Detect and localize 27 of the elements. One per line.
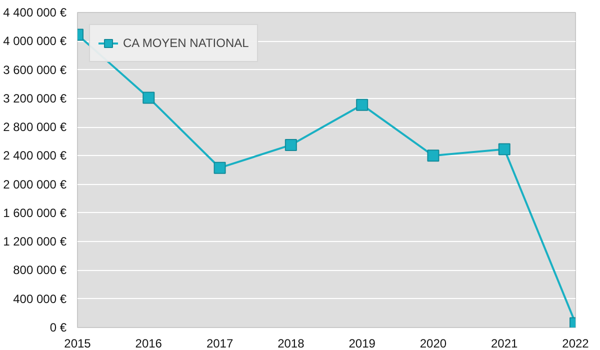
x-tick-label: 2020 xyxy=(420,336,447,350)
x-tick-label: 2017 xyxy=(206,336,234,350)
point xyxy=(427,150,440,162)
y-tick-label: 2 400 000 € xyxy=(3,148,67,163)
y-tick-label: 2 800 000 € xyxy=(3,120,67,134)
point xyxy=(498,143,510,156)
point xyxy=(214,162,226,174)
y-tick-label: 2 000 000 € xyxy=(3,177,67,192)
x-tick-label: 2016 xyxy=(135,336,162,350)
point xyxy=(284,138,297,151)
y-tick-label: 4 000 000 € xyxy=(3,34,67,48)
x-tick-label: 2018 xyxy=(278,336,305,350)
y-tick-label: 400 000 € xyxy=(13,292,67,306)
x-tick-label: 2015 xyxy=(64,336,92,350)
y-tick-label: 3 600 000 € xyxy=(3,62,67,77)
y-tick-label: 1 200 000 € xyxy=(3,234,67,249)
y-tick-label: 3 200 000 € xyxy=(3,91,67,106)
x-tick-label: 2019 xyxy=(348,336,376,350)
legend-label: CA MOYEN NATIONAL xyxy=(123,36,249,50)
y-tick-label: 800 000 € xyxy=(13,263,67,278)
y-tick-label: 1 600 000 € xyxy=(3,206,67,220)
x-tick-label: 2021 xyxy=(491,336,518,350)
point xyxy=(142,92,155,104)
x-tick-label: 2022 xyxy=(562,336,590,350)
y-tick-label: 0 € xyxy=(50,320,67,334)
point xyxy=(356,98,368,111)
y-tick-label: 4 400 000 € xyxy=(3,6,67,20)
